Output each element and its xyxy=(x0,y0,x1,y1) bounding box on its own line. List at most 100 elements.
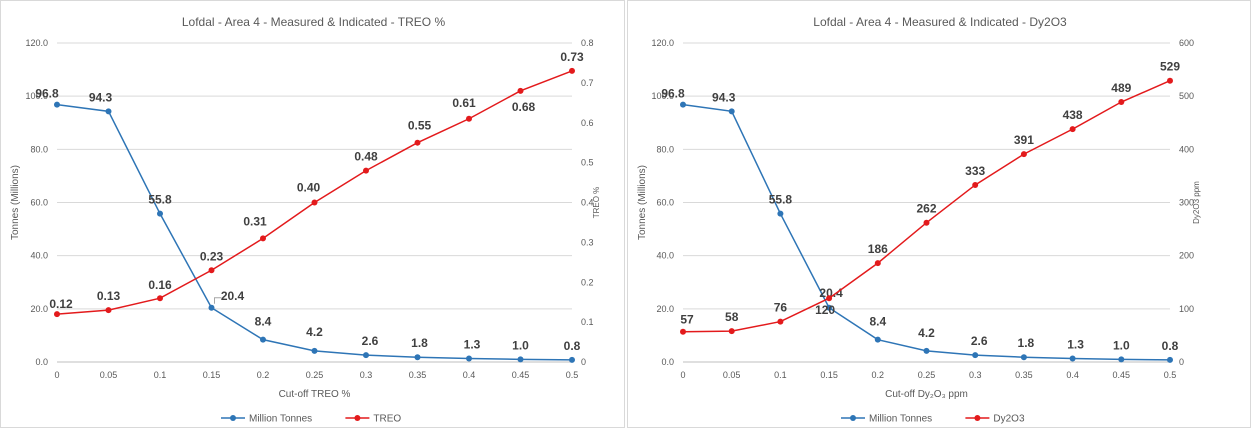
legend-label: Million Tonnes xyxy=(249,414,312,425)
data-label: 1.8 xyxy=(411,336,428,350)
data-label: 186 xyxy=(868,242,888,256)
data-label: 0.8 xyxy=(564,339,581,353)
data-label: 1.3 xyxy=(1067,338,1084,352)
x-tick-label: 0.5 xyxy=(566,370,579,380)
y-tick-label: 80.0 xyxy=(30,144,48,154)
y2-tick-label: 0.7 xyxy=(581,78,594,88)
y-tick-label: 40.0 xyxy=(30,251,48,261)
y2-tick-label: 0.3 xyxy=(581,237,594,247)
y2-tick-label: 400 xyxy=(1179,144,1194,154)
data-point xyxy=(363,352,369,359)
data-label: 0.23 xyxy=(200,249,224,263)
y2-tick-label: 0 xyxy=(1179,357,1184,367)
data-label: 1.3 xyxy=(464,338,481,352)
data-point xyxy=(311,347,318,354)
data-point xyxy=(208,267,215,274)
legend-swatch-marker xyxy=(974,415,981,421)
y-tick-label: 20.0 xyxy=(656,304,674,314)
data-point xyxy=(260,336,266,343)
data-label: 8.4 xyxy=(869,315,886,329)
data-point xyxy=(363,167,369,174)
y2-tick-label: 0.1 xyxy=(581,317,594,327)
data-label: 0.8 xyxy=(1162,339,1179,353)
data-point xyxy=(923,347,930,354)
y-tick-label: 100.0 xyxy=(651,91,674,101)
data-point xyxy=(517,356,524,363)
x-tick-label: 0.2 xyxy=(257,370,270,380)
x-tick-label: 0.3 xyxy=(969,370,982,380)
data-point xyxy=(414,354,421,361)
data-label: 20.4 xyxy=(221,289,245,303)
data-point xyxy=(1118,356,1125,363)
data-label: 0.73 xyxy=(560,50,584,64)
y2-axis-title: Dy2O3 ppm xyxy=(1192,181,1201,224)
x-tick-label: 0 xyxy=(680,370,685,380)
legend-label: Dy2O3 xyxy=(993,414,1025,425)
y-tick-label: 20.0 xyxy=(30,304,48,314)
x-tick-label: 0.25 xyxy=(306,370,324,380)
y-tick-label: 120.0 xyxy=(25,38,48,48)
data-label: 55.8 xyxy=(148,193,172,207)
y-tick-label: 100.0 xyxy=(25,91,48,101)
data-point xyxy=(1020,354,1027,361)
y2-tick-label: 300 xyxy=(1179,198,1194,208)
series-line-tonnes xyxy=(682,103,1171,361)
y-tick-label: 60.0 xyxy=(30,198,48,208)
data-point xyxy=(569,356,575,363)
legend-swatch-marker xyxy=(850,415,856,421)
data-label: 8.4 xyxy=(255,315,272,329)
legend-label: Million Tonnes xyxy=(869,414,932,425)
data-point xyxy=(1069,126,1076,133)
chart-title: Lofdal - Area 4 - Measured & Indicated -… xyxy=(182,15,446,29)
data-point xyxy=(826,304,833,311)
data-label: 57 xyxy=(680,313,694,327)
y-tick-label: 60.0 xyxy=(656,198,674,208)
x-tick-label: 0.15 xyxy=(203,370,221,380)
data-point xyxy=(569,67,575,74)
data-label: 94.3 xyxy=(89,90,113,104)
data-label: 0.31 xyxy=(243,214,267,228)
treo-chart: Lofdal - Area 4 - Measured & Indicated -… xyxy=(10,15,601,425)
data-label: 96.8 xyxy=(661,87,685,101)
y2-tick-label: 0 xyxy=(581,357,586,367)
y2-tick-label: 200 xyxy=(1179,251,1194,261)
y-tick-label: 0.0 xyxy=(661,357,674,367)
leader-line xyxy=(214,297,222,304)
data-point xyxy=(157,295,163,302)
data-label: 1.0 xyxy=(512,338,529,352)
dy2o3-chart-panel: Lofdal - Area 4 - Measured & Indicated -… xyxy=(627,0,1251,428)
data-point xyxy=(105,108,112,115)
legend-label: TREO xyxy=(373,414,401,425)
data-label: 0.40 xyxy=(297,181,321,195)
data-label: 4.2 xyxy=(918,326,935,340)
data-label: 489 xyxy=(1111,81,1131,95)
data-point xyxy=(972,181,979,188)
data-label: 1.0 xyxy=(1113,338,1130,352)
y-axis-title: Tonnes (Millions) xyxy=(637,165,648,240)
data-point xyxy=(680,328,686,335)
y2-tick-label: 0.4 xyxy=(581,198,594,208)
data-point xyxy=(54,311,60,318)
x-tick-label: 0.5 xyxy=(1164,370,1177,380)
data-label: 76 xyxy=(774,301,788,315)
data-point xyxy=(157,210,163,217)
x-tick-label: 0.45 xyxy=(1113,370,1131,380)
x-axis-title: Cut-off TREO % xyxy=(279,389,351,400)
data-label: 0.61 xyxy=(452,96,476,110)
data-point xyxy=(874,336,881,343)
data-label: 0.68 xyxy=(512,100,536,114)
data-label: 0.48 xyxy=(354,150,378,164)
data-point xyxy=(311,199,318,206)
data-label: 120 xyxy=(815,303,835,317)
y2-tick-label: 500 xyxy=(1179,91,1194,101)
data-point xyxy=(728,328,735,335)
y-tick-label: 120.0 xyxy=(651,38,674,48)
data-point xyxy=(728,108,735,115)
data-point xyxy=(517,87,524,94)
y2-tick-label: 0.8 xyxy=(581,38,594,48)
data-point xyxy=(777,318,784,325)
y2-tick-label: 100 xyxy=(1179,304,1194,314)
data-label: 391 xyxy=(1014,133,1034,147)
data-label: 0.12 xyxy=(49,297,73,311)
x-tick-label: 0.4 xyxy=(1066,370,1079,380)
